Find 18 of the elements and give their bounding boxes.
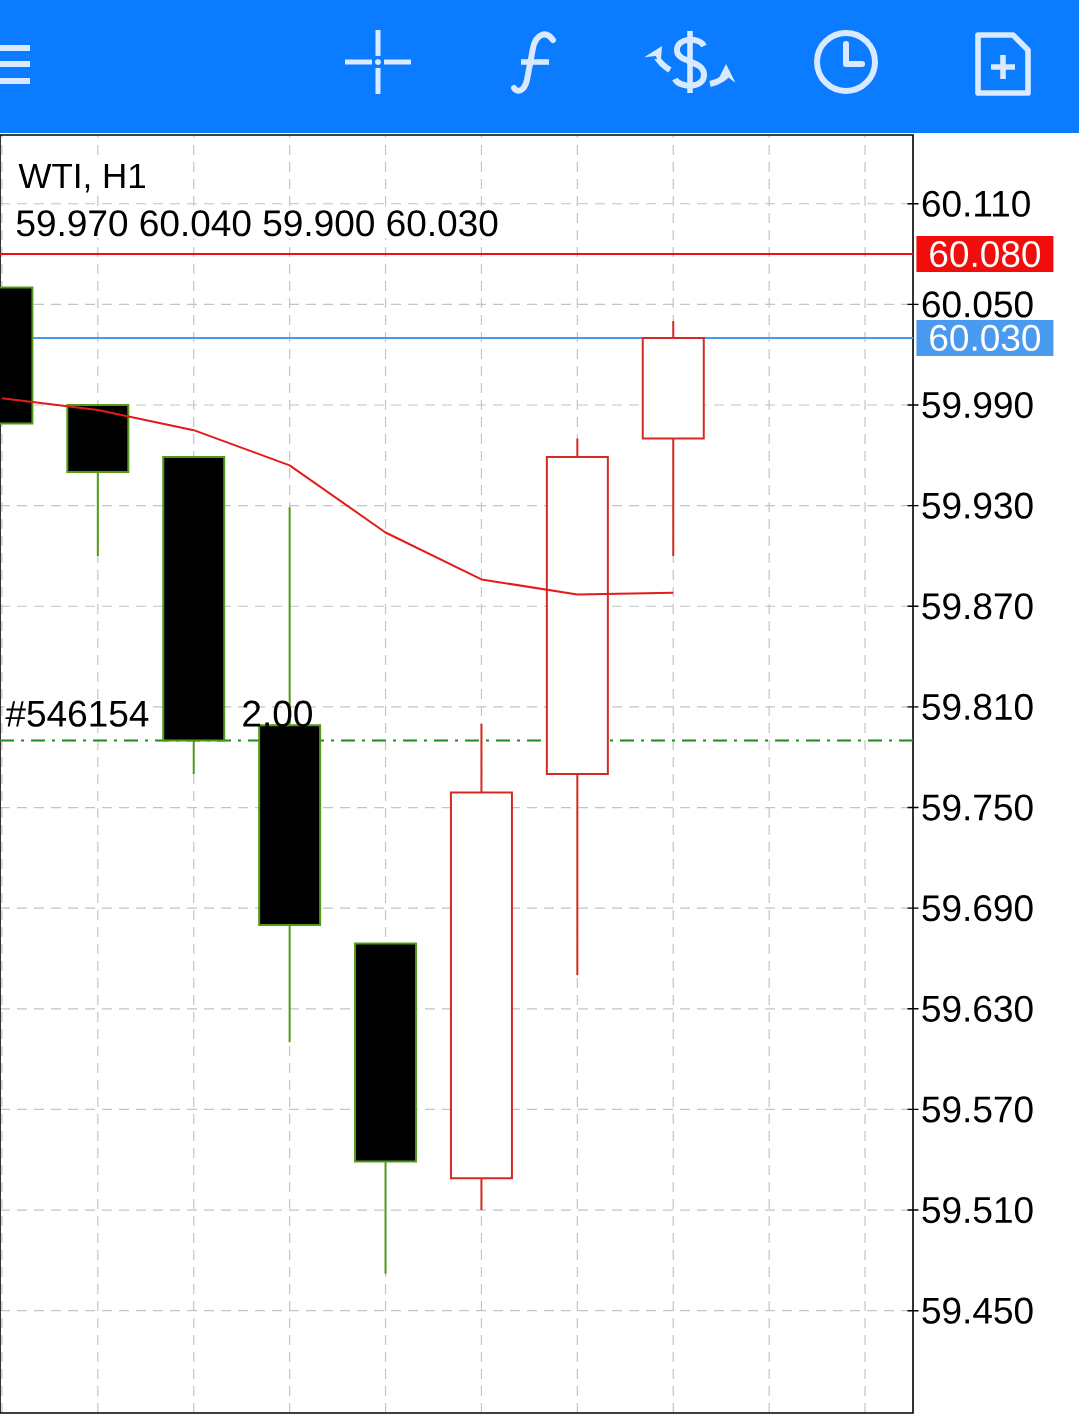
ref-line-label: 60.080 — [930, 240, 1041, 268]
text: 59.970 60.040 59.900 60.030 — [16, 210, 498, 237]
y-tick-label: 59.630 — [922, 995, 1033, 1022]
ref-line-label: 60.030 — [930, 324, 1041, 352]
y-tick-label: 59.690 — [922, 895, 1033, 922]
y-tick-label: 59.810 — [922, 693, 1033, 721]
y-tick-label: 60.110 — [922, 190, 1030, 217]
y-tick-label: 59.870 — [922, 593, 1033, 620]
line-series — [0, 397, 675, 596]
y-tick-label: 59.750 — [922, 794, 1033, 821]
y-tick-label: 59.570 — [922, 1096, 1033, 1123]
y-tick-label: 59.450 — [922, 1297, 1033, 1324]
text: WTI, H1 — [18, 163, 145, 193]
y-tick-label: 59.930 — [922, 492, 1033, 519]
y-tick-label: 59.990 — [922, 391, 1033, 419]
y-tick-label: 59.510 — [922, 1196, 1033, 1224]
annotation: #546154 — [5, 700, 149, 727]
y-tick-label: 60.050 — [922, 291, 1033, 318]
